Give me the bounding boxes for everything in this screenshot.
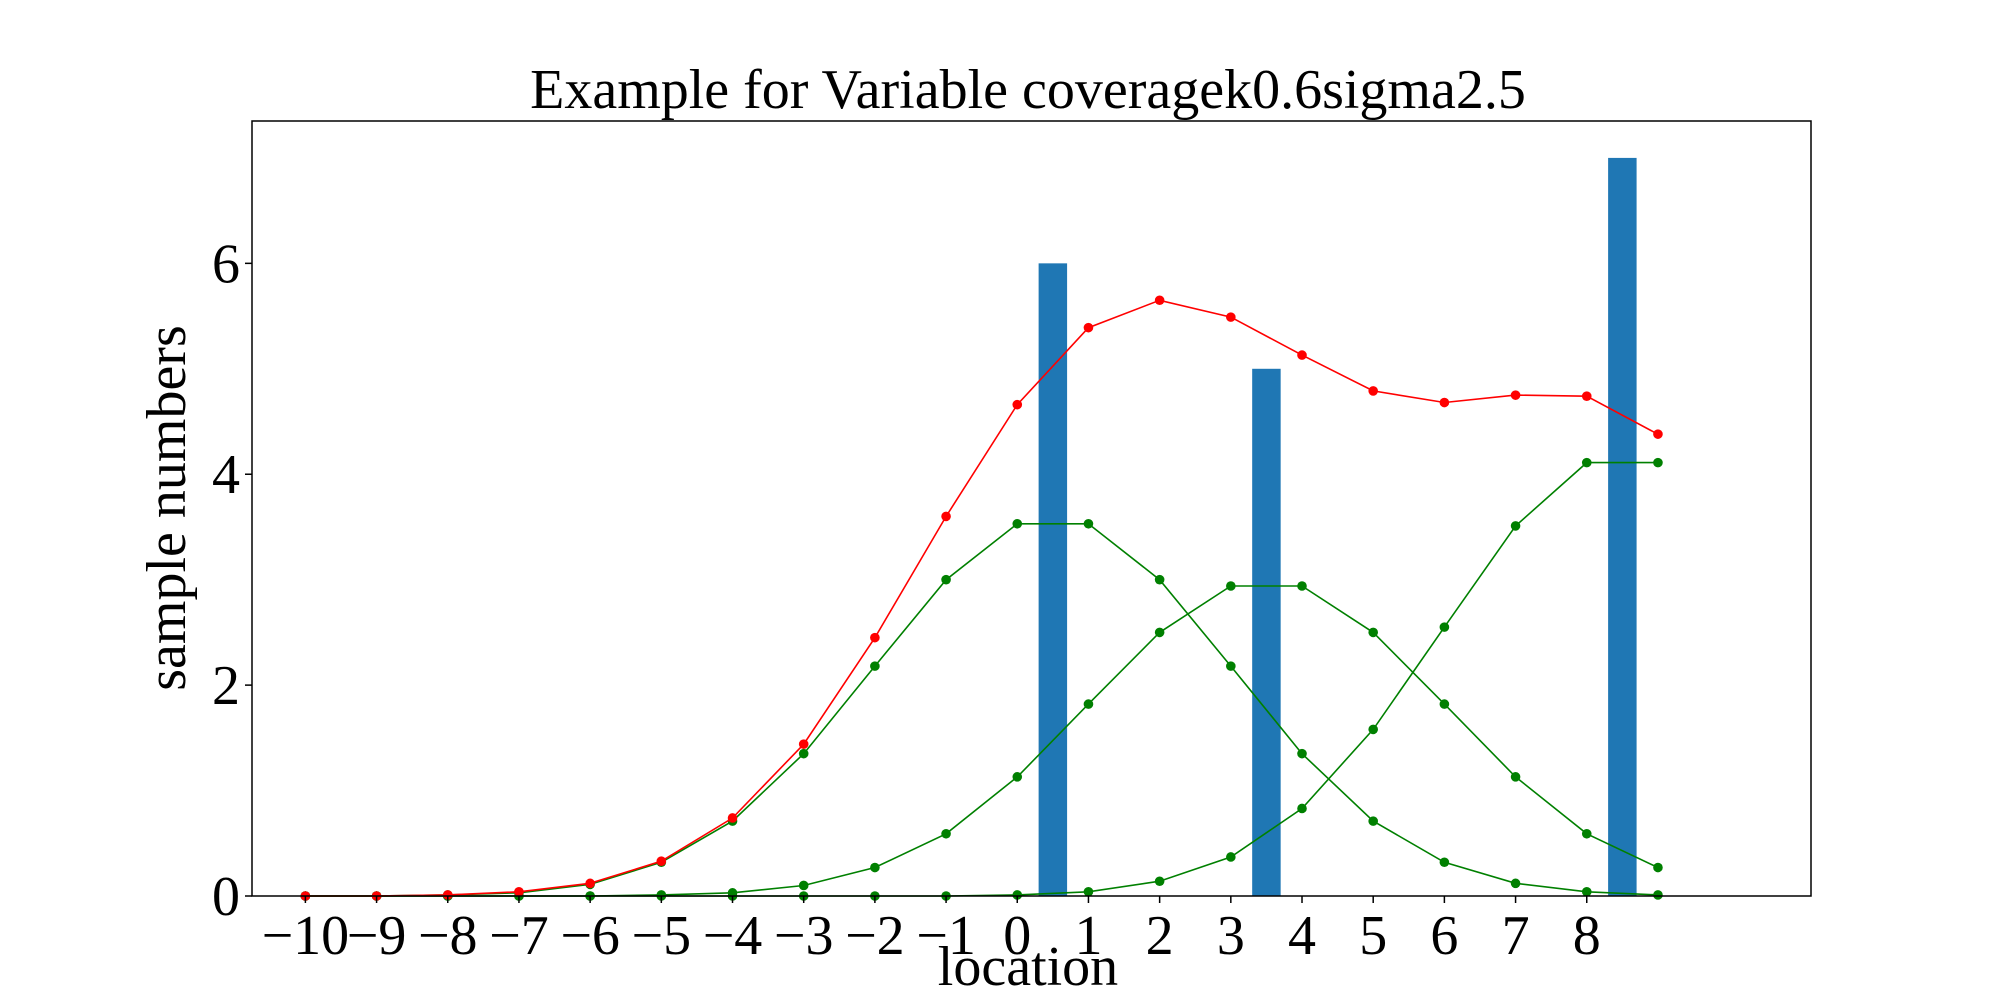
data-point <box>1012 399 1023 410</box>
bar <box>1608 157 1637 896</box>
data-point <box>1368 816 1378 826</box>
data-point <box>798 739 809 749</box>
data-point <box>1083 518 1094 529</box>
data-point <box>870 862 880 873</box>
data-point <box>1226 852 1236 862</box>
y-tick-label: 6 <box>212 233 240 295</box>
y-axis-label: sample numbers <box>136 325 198 690</box>
data-point <box>442 890 453 900</box>
x-tick-label: 1 <box>1074 905 1102 967</box>
x-axis: −10−9 −8 −7 −6 −5 −4 −3 −2 −1 0 1 2 3 4 5 6 7 8 <box>262 896 1601 967</box>
x-tick-label: −3 <box>774 905 834 967</box>
data-point <box>1653 429 1663 439</box>
data-point <box>585 878 595 889</box>
data-point <box>870 632 880 643</box>
data-point <box>1083 699 1094 709</box>
bar <box>1038 263 1068 896</box>
series-2 <box>300 581 1663 901</box>
data-point <box>727 813 738 823</box>
x-tick-label: 7 <box>1502 905 1530 967</box>
data-point <box>1439 397 1450 408</box>
y-axis: 0 2 4 6 <box>212 233 252 928</box>
data-point <box>1083 886 1094 897</box>
data-point <box>1297 350 1307 360</box>
data-point <box>1368 386 1378 396</box>
series-line <box>305 585 1659 897</box>
data-point <box>1581 391 1592 402</box>
x-tick-label: −9 <box>347 905 407 967</box>
data-point <box>656 856 667 867</box>
data-point <box>1297 581 1307 591</box>
y-tick-label: 0 <box>212 866 240 928</box>
data-point <box>1012 772 1023 782</box>
data-point <box>1012 890 1023 900</box>
x-tick-label: 4 <box>1288 905 1316 967</box>
data-point <box>798 880 809 891</box>
x-axis-label: location <box>938 936 1118 998</box>
data-point <box>514 886 524 897</box>
data-point <box>1510 390 1521 400</box>
x-tick-label: −7 <box>489 905 549 967</box>
data-point <box>1510 772 1521 782</box>
data-point <box>1297 748 1307 759</box>
data-point <box>1226 661 1236 671</box>
data-point <box>1154 627 1165 638</box>
series-line <box>305 461 1658 897</box>
data-point <box>1154 876 1165 887</box>
data-point <box>1439 622 1450 632</box>
x-tick-label: 5 <box>1359 905 1387 967</box>
data-point <box>1439 699 1450 709</box>
y-tick-label: 2 <box>212 655 240 717</box>
data-point <box>1581 828 1592 839</box>
x-tick-label: 8 <box>1573 905 1601 967</box>
data-point <box>1581 886 1592 897</box>
data-point <box>1653 457 1663 468</box>
x-tick-label: 0 <box>1003 905 1031 967</box>
x-tick-label: 2 <box>1146 905 1174 967</box>
x-tick-label: −4 <box>703 905 763 967</box>
series-0 <box>300 295 1663 901</box>
data-point <box>1581 457 1592 468</box>
data-point <box>1154 574 1165 585</box>
y-tick-label: 4 <box>212 444 240 506</box>
x-tick-label: −10 <box>262 905 350 967</box>
data-point <box>1368 724 1378 735</box>
data-point <box>941 574 951 585</box>
x-tick-label: −8 <box>418 905 478 967</box>
x-tick-label: −2 <box>845 905 905 967</box>
data-point <box>1226 312 1236 322</box>
series-1 <box>300 518 1663 901</box>
series-line <box>305 522 1658 897</box>
data-point <box>870 661 880 671</box>
x-tick-label: 3 <box>1217 905 1245 967</box>
data-point <box>1083 322 1094 333</box>
data-point <box>1439 857 1450 868</box>
data-point <box>1653 862 1663 873</box>
data-point <box>1154 295 1165 306</box>
data-point <box>941 828 951 839</box>
data-point <box>1510 878 1521 889</box>
data-point <box>1368 627 1378 638</box>
data-point <box>941 511 951 522</box>
x-tick-label: −6 <box>560 905 620 967</box>
data-point <box>1012 518 1023 529</box>
x-tick-label: −5 <box>632 905 692 967</box>
data-point <box>798 748 809 759</box>
data-point <box>1297 803 1307 814</box>
plot-frame <box>251 120 1812 897</box>
x-tick-label: 6 <box>1430 905 1458 967</box>
data-point <box>1510 521 1521 531</box>
series-3 <box>300 457 1663 901</box>
series-line <box>305 299 1659 897</box>
bar <box>1252 368 1281 896</box>
x-tick-label: −1 <box>916 905 976 967</box>
data-point <box>1653 890 1663 900</box>
chart-title: Example for Variable coveragek0.6sigma2.… <box>530 59 1526 121</box>
data-point <box>1226 581 1236 591</box>
plot-area <box>300 157 1663 901</box>
